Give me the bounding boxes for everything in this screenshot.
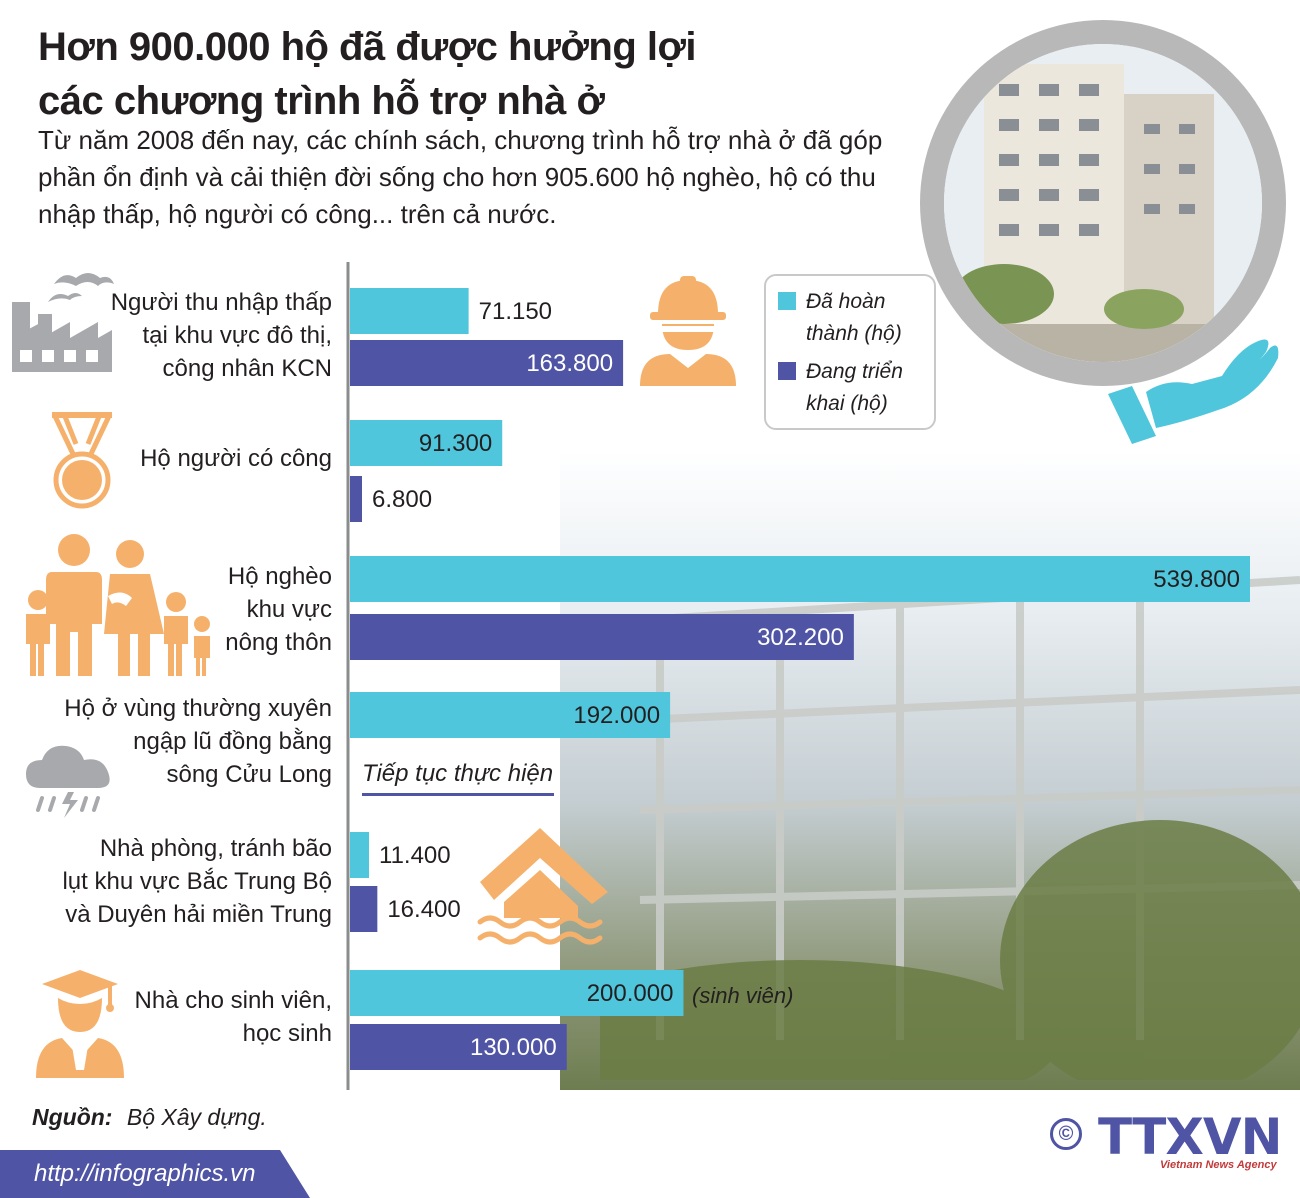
- category-label: Hộ người có công: [140, 445, 332, 472]
- medal-icon: [51, 412, 113, 509]
- legend-label-ongoing: Đang triển khai (hộ): [806, 360, 903, 415]
- legend: Đã hoàn thành (hộ) Đang triển khai (hộ): [764, 274, 936, 430]
- hand-icon: [1108, 339, 1279, 444]
- bar-value-label: 130.000: [470, 1034, 557, 1061]
- category-label: Người thu nhập thấp tại khu vực đô thị, …: [110, 289, 332, 382]
- legend-swatch-ongoing: [778, 362, 796, 380]
- category-label: Hộ ở vùng thường xuyên ngập lũ đồng bằng…: [64, 695, 332, 788]
- bar-value-label: 192.000: [573, 702, 660, 729]
- bar-value-label: 6.800: [372, 486, 432, 513]
- bar-ongoing: [350, 614, 854, 660]
- source-value: Bộ Xây dựng.: [126, 1104, 267, 1130]
- bar-value-label: 200.000: [587, 980, 674, 1007]
- worker-icon: [640, 276, 736, 386]
- continue-underline: [362, 793, 554, 796]
- bar-completed: [350, 832, 370, 878]
- bar-value-label: 539.800: [1153, 566, 1240, 593]
- category-label: Hộ nghèo khu vực nông thôn: [225, 563, 332, 656]
- apartment-photo: [944, 44, 1262, 362]
- bar-value-label: 163.800: [526, 350, 613, 377]
- legend-swatch-completed: [778, 292, 796, 310]
- legend-label-completed: Đã hoàn thành (hộ): [806, 290, 902, 345]
- bar-value-label: 91.300: [419, 430, 492, 457]
- bar-ongoing: [350, 476, 362, 522]
- footer-bar: [0, 1150, 310, 1198]
- bar-completed: [350, 970, 684, 1016]
- agency-logo: TTXVN: [1098, 1108, 1282, 1166]
- bar-ongoing: [350, 340, 624, 386]
- building-construction-illustration: [600, 576, 1300, 1080]
- legend-item-completed: Đã hoàn thành (hộ): [778, 286, 936, 350]
- graduate-icon: [36, 970, 124, 1078]
- flooded-house-icon: [477, 828, 608, 945]
- bar-completed: [350, 692, 671, 738]
- subtitle: Từ năm 2008 đến nay, các chính sách, chư…: [38, 125, 883, 229]
- title-line-2: các chương trình hỗ trợ nhà ở: [38, 79, 605, 123]
- storm-cloud-icon: [26, 745, 110, 818]
- bar-ongoing: [350, 1024, 567, 1070]
- legend-item-ongoing: Đang triển khai (hộ): [778, 356, 936, 420]
- bar-ongoing: [350, 886, 378, 932]
- bar-value-label: 71.150: [479, 298, 552, 325]
- bar-value-label: 16.400: [387, 896, 460, 923]
- title-line-1: Hơn 900.000 hộ đã được hưởng lợi: [38, 25, 697, 69]
- category-label: Nhà phòng, tránh bão lụt khu vực Bắc Tru…: [62, 835, 332, 928]
- page-title: Hơn 900.000 hộ đã được hưởng lợi các chư…: [38, 20, 697, 128]
- family-icon: [26, 534, 210, 676]
- factory-icon: [12, 273, 114, 372]
- footer-link[interactable]: http://infographics.vn: [34, 1160, 256, 1187]
- bar-completed: [350, 556, 1250, 602]
- agency-tagline: Vietnam News Agency: [1160, 1159, 1277, 1171]
- source-label: Nguồn:: [32, 1104, 113, 1130]
- bar-completed: [350, 288, 469, 334]
- bar-value-label: 11.400: [379, 842, 451, 869]
- source-note: Nguồn: Bộ Xây dựng.: [32, 1104, 267, 1131]
- students-note: (sinh viên): [692, 983, 794, 1008]
- bar-value-label: 302.200: [757, 624, 844, 651]
- bar-completed: [350, 420, 503, 466]
- copyright-icon: ©: [1050, 1118, 1082, 1150]
- continue-note: Tiếp tục thực hiện: [362, 760, 554, 787]
- category-label: Nhà cho sinh viên, học sinh: [134, 987, 332, 1047]
